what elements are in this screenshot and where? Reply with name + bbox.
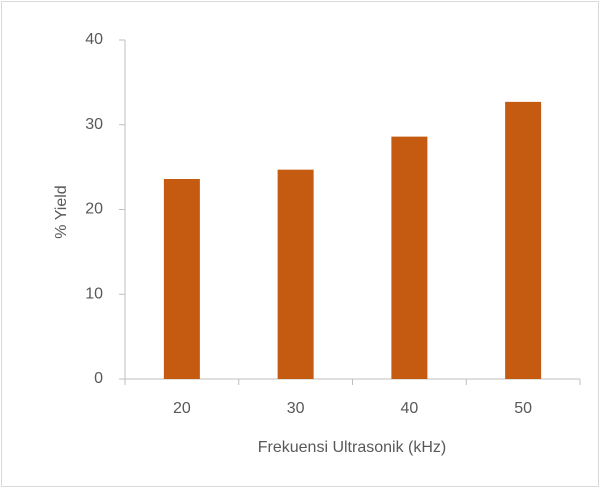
x-tick-label: 30 xyxy=(287,400,305,417)
x-tick-label: 40 xyxy=(400,400,418,417)
bar xyxy=(277,169,314,379)
bar xyxy=(163,178,200,379)
y-tick-label: 40 xyxy=(85,31,103,48)
x-tick-label: 20 xyxy=(173,400,191,417)
x-axis-label: Frekuensi Ultrasonik (kHz) xyxy=(258,439,446,456)
y-tick-label: 30 xyxy=(85,116,103,133)
bar xyxy=(391,136,428,379)
x-tick-label: 50 xyxy=(514,400,532,417)
y-tick-label: 0 xyxy=(94,370,103,387)
bar xyxy=(505,101,542,380)
y-tick-label: 10 xyxy=(85,285,103,302)
y-tick-label: 20 xyxy=(85,201,103,218)
y-axis-label: % Yield xyxy=(53,185,70,238)
